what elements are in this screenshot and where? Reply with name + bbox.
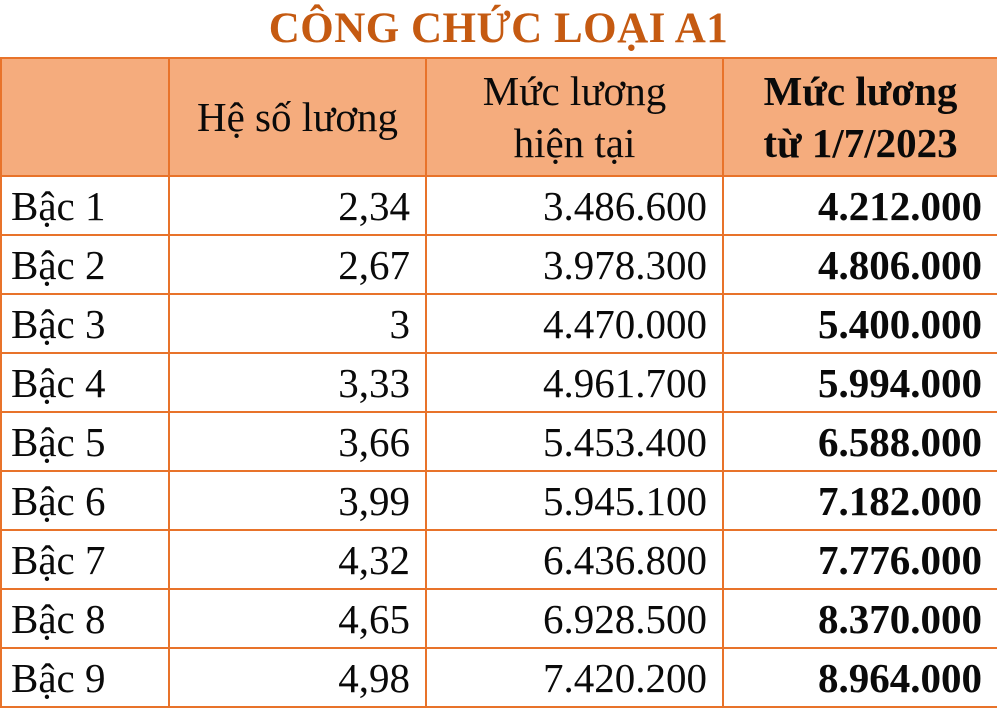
cell-coefficient: 2,67	[168, 234, 427, 295]
header-current-salary-line1: Mức lương	[482, 67, 667, 114]
page-title: CÔNG CHỨC LOẠI A1	[268, 5, 729, 52]
row-label: Bậc 3	[0, 293, 170, 354]
cell-coefficient: 4,98	[168, 647, 427, 708]
cell-current-salary: 4.961.700	[425, 352, 724, 413]
table-row: Bậc 2 2,67 3.978.300 4.806.000	[0, 234, 997, 295]
cell-new-salary: 5.994.000	[722, 352, 997, 413]
header-empty-cell	[0, 57, 170, 177]
salary-table: Hệ số lương Mức lương hiện tại Mức lương…	[0, 57, 997, 708]
cell-current-salary: 7.420.200	[425, 647, 724, 708]
table-body: Bậc 1 2,34 3.486.600 4.212.000 Bậc 2 2,67 3.97…	[0, 175, 997, 708]
table-row: Bậc 4 3,33 4.961.700 5.994.000	[0, 352, 997, 413]
cell-coefficient: 3,99	[168, 470, 427, 531]
header-new-salary: Mức lương từ 1/7/2023	[722, 57, 997, 177]
table-row: Bậc 9 4,98 7.420.200 8.964.000	[0, 647, 997, 708]
cell-new-salary: 6.588.000	[722, 411, 997, 472]
row-label: Bậc 7	[0, 529, 170, 590]
cell-new-salary: 5.400.000	[722, 293, 997, 354]
cell-current-salary: 4.470.000	[425, 293, 724, 354]
cell-coefficient: 2,34	[168, 175, 427, 236]
header-coefficient-line1: Hệ số lương	[196, 93, 399, 140]
cell-current-salary: 5.453.400	[425, 411, 724, 472]
cell-current-salary: 5.945.100	[425, 470, 724, 531]
row-label: Bậc 4	[0, 352, 170, 413]
row-label: Bậc 6	[0, 470, 170, 531]
cell-coefficient: 3,66	[168, 411, 427, 472]
cell-current-salary: 6.436.800	[425, 529, 724, 590]
table-row: Bậc 5 3,66 5.453.400 6.588.000	[0, 411, 997, 472]
cell-coefficient: 3,33	[168, 352, 427, 413]
cell-coefficient: 4,32	[168, 529, 427, 590]
cell-new-salary: 8.964.000	[722, 647, 997, 708]
row-label: Bậc 1	[0, 175, 170, 236]
cell-coefficient: 4,65	[168, 588, 427, 649]
header-coefficient: Hệ số lương	[168, 57, 427, 177]
cell-new-salary: 7.182.000	[722, 470, 997, 531]
cell-current-salary: 6.928.500	[425, 588, 724, 649]
row-label: Bậc 8	[0, 588, 170, 649]
table-row: Bậc 1 2,34 3.486.600 4.212.000	[0, 175, 997, 236]
header-current-salary: Mức lương hiện tại	[425, 57, 724, 177]
cell-coefficient: 3	[168, 293, 427, 354]
row-label: Bậc 2	[0, 234, 170, 295]
header-row: Hệ số lương Mức lương hiện tại Mức lương…	[0, 57, 997, 177]
row-label: Bậc 5	[0, 411, 170, 472]
cell-new-salary: 8.370.000	[722, 588, 997, 649]
cell-new-salary: 4.212.000	[722, 175, 997, 236]
table-row: Bậc 7 4,32 6.436.800 7.776.000	[0, 529, 997, 590]
cell-new-salary: 7.776.000	[722, 529, 997, 590]
header-new-salary-line1: Mức lương	[763, 67, 958, 114]
header-current-salary-line2: hiện tại	[513, 120, 636, 166]
row-label: Bậc 9	[0, 647, 170, 708]
cell-new-salary: 4.806.000	[722, 234, 997, 295]
cell-current-salary: 3.978.300	[425, 234, 724, 295]
table-row: Bậc 6 3,99 5.945.100 7.182.000	[0, 470, 997, 531]
cell-current-salary: 3.486.600	[425, 175, 724, 236]
header-new-salary-line2: từ 1/7/2023	[763, 120, 958, 166]
table-header: Hệ số lương Mức lương hiện tại Mức lương…	[0, 57, 997, 177]
table-row: Bậc 3 3 4.470.000 5.400.000	[0, 293, 997, 354]
table-row: Bậc 8 4,65 6.928.500 8.370.000	[0, 588, 997, 649]
